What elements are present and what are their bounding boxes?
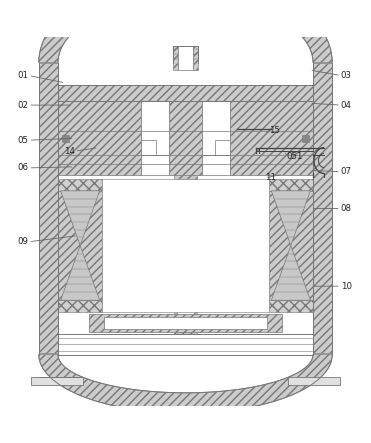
Bar xyxy=(39,62,58,353)
Bar xyxy=(89,314,282,332)
Text: 10: 10 xyxy=(341,282,352,291)
Polygon shape xyxy=(271,245,311,300)
Bar xyxy=(141,155,169,175)
Polygon shape xyxy=(60,191,100,245)
Bar xyxy=(302,135,309,142)
Text: 11: 11 xyxy=(265,173,276,183)
Bar xyxy=(178,46,193,70)
Polygon shape xyxy=(39,0,332,62)
Bar xyxy=(58,179,102,191)
Text: 01: 01 xyxy=(17,71,28,80)
Bar xyxy=(173,46,178,70)
Bar xyxy=(288,377,339,385)
Text: 09: 09 xyxy=(17,237,28,246)
Bar xyxy=(177,179,194,330)
Bar xyxy=(104,317,267,330)
Bar xyxy=(58,101,141,175)
Bar xyxy=(269,191,313,300)
Bar xyxy=(313,62,332,353)
Polygon shape xyxy=(60,245,100,300)
Text: 02: 02 xyxy=(17,101,28,109)
Bar xyxy=(202,101,230,155)
Text: 04: 04 xyxy=(341,101,352,109)
Text: 06: 06 xyxy=(17,163,28,172)
Text: 15: 15 xyxy=(269,126,280,136)
Text: 05: 05 xyxy=(17,136,28,145)
Bar xyxy=(58,300,102,312)
Bar xyxy=(102,179,269,312)
Bar xyxy=(32,377,83,385)
Bar xyxy=(215,140,230,155)
Bar xyxy=(269,300,313,312)
Text: 07: 07 xyxy=(341,167,352,176)
Bar xyxy=(58,85,313,101)
Text: 051: 051 xyxy=(286,152,303,161)
Bar xyxy=(141,101,169,155)
Bar xyxy=(202,155,230,175)
Bar xyxy=(141,140,156,155)
Bar xyxy=(269,179,313,191)
Text: 14: 14 xyxy=(63,147,75,156)
Text: 08: 08 xyxy=(341,204,352,213)
Bar xyxy=(193,46,198,70)
Polygon shape xyxy=(271,191,311,245)
Polygon shape xyxy=(39,354,332,413)
Bar xyxy=(169,101,202,175)
Text: 03: 03 xyxy=(341,71,352,80)
Bar xyxy=(58,191,102,300)
Bar xyxy=(62,135,69,142)
Bar xyxy=(174,175,197,334)
Bar xyxy=(230,101,313,175)
